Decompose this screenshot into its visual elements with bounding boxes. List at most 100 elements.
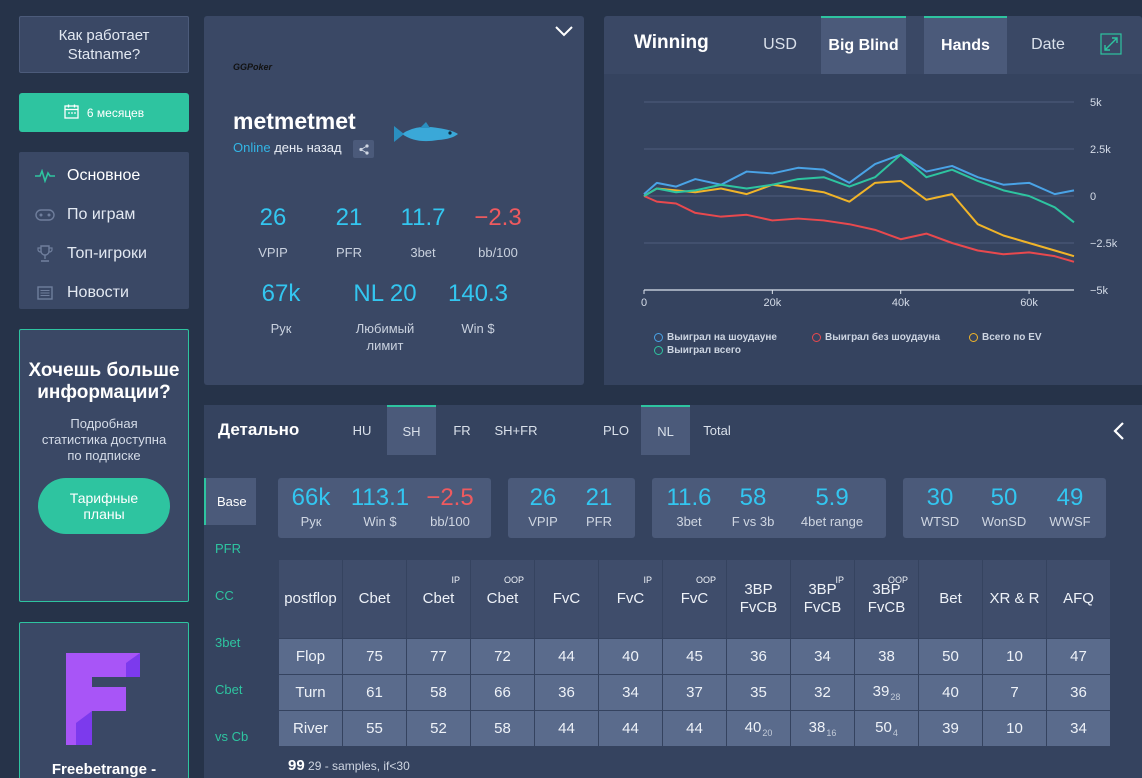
pricing-plans-button[interactable]: Тарифные планы <box>38 478 170 534</box>
table-cell[interactable]: 36 <box>534 674 599 711</box>
table-cell[interactable]: 55 <box>342 710 407 747</box>
expand-icon[interactable] <box>1100 33 1122 60</box>
table-cell[interactable]: 37 <box>662 674 727 711</box>
table-cell[interactable]: 3816 <box>790 710 855 747</box>
table-cell[interactable]: 52 <box>406 710 471 747</box>
side-tab-pfr[interactable]: PFR <box>215 541 241 556</box>
stat-label: 4bet range <box>800 514 864 529</box>
table-cell[interactable]: 35 <box>726 674 791 711</box>
stat-value: 49 <box>1056 484 1084 511</box>
side-tab-cbet[interactable]: Cbet <box>215 682 243 697</box>
legend-item-showdown[interactable]: Выиграл на шоудауне <box>654 332 777 343</box>
trophy-icon <box>35 244 55 264</box>
table-cell[interactable]: 34 <box>598 674 663 711</box>
chevron-down-icon[interactable] <box>554 24 574 43</box>
side-tab-vs-cb[interactable]: vs Cb <box>215 729 249 744</box>
sample-count: 16 <box>826 728 837 738</box>
tab-sh[interactable]: SH <box>387 405 436 455</box>
how-it-works-button[interactable]: Как работает Statname? <box>19 16 189 73</box>
x-tick-label: 20k <box>763 297 781 309</box>
table-cell[interactable]: 504 <box>854 710 919 747</box>
room-logo: GGPoker <box>233 62 273 72</box>
tab-fr[interactable]: FR <box>453 422 471 438</box>
stat-label: PFR <box>336 245 362 260</box>
stat-value: NL 20 <box>353 280 417 307</box>
legend-label: Выиграл без шоудауна <box>825 332 941 343</box>
stat-value: −2.3 <box>474 204 522 231</box>
side-tab-base[interactable]: Base <box>204 478 256 525</box>
table-cell[interactable]: 40 <box>598 638 663 675</box>
stat-label: VPIP <box>528 514 558 529</box>
table-cell[interactable]: 72 <box>470 638 535 675</box>
table-cell[interactable]: 10 <box>982 710 1047 747</box>
stat-value: 26 <box>529 484 557 511</box>
table-cell[interactable]: 58 <box>406 674 471 711</box>
table-cell[interactable]: 40 <box>918 674 983 711</box>
legend-item-non-showdown[interactable]: Выиграл без шоудауна <box>812 332 940 343</box>
chevron-left-icon[interactable] <box>1112 421 1126 446</box>
tab-date[interactable]: Date <box>1031 36 1065 53</box>
sidebar-item-news[interactable]: Новости <box>19 273 189 312</box>
table-cell[interactable]: 36 <box>1046 674 1111 711</box>
tab-total[interactable]: Total <box>703 422 731 438</box>
tab-hands[interactable]: Hands <box>924 16 1007 74</box>
legend-item-total[interactable]: Выиграл всего <box>654 345 741 356</box>
sidebar-item-main[interactable]: Основное <box>19 156 189 195</box>
table-cell[interactable]: 38 <box>854 638 919 675</box>
table-cell[interactable]: 34 <box>790 638 855 675</box>
column-header: AFQ <box>1046 559 1111 639</box>
sidebar-item-label: Топ-игроки <box>67 244 147 262</box>
table-cell[interactable]: 7 <box>982 674 1047 711</box>
cell-value: 10 <box>1006 720 1023 737</box>
position-tag: IP <box>643 575 652 585</box>
tab-sh-fr[interactable]: SH+FR <box>494 422 538 438</box>
side-tab-cc[interactable]: CC <box>215 588 234 603</box>
x-tick-label: 40k <box>892 297 910 309</box>
tab-nl[interactable]: NL <box>641 405 690 455</box>
stat-label: 3bet <box>410 245 436 260</box>
legend-item-ev[interactable]: Всего по EV <box>969 332 1042 343</box>
tab-big-blind[interactable]: Big Blind <box>821 16 906 74</box>
cell-value: 7 <box>1010 684 1019 701</box>
freebetrange-promo[interactable]: Freebetrange - <box>19 622 189 778</box>
table-cell[interactable]: 47 <box>1046 638 1111 675</box>
sidebar-nav: Основное По играм Топ-игроки Новости <box>19 152 189 309</box>
table-cell[interactable]: 61 <box>342 674 407 711</box>
stat-label: F vs 3b <box>731 514 775 529</box>
cell-value: 75 <box>366 648 383 665</box>
table-cell[interactable]: 44 <box>662 710 727 747</box>
position-tag: OOP <box>887 575 908 585</box>
stat-3bet: 11.6 3bet <box>664 478 714 529</box>
stat-vpip: 26 VPIP <box>248 204 298 261</box>
side-tab-3bet[interactable]: 3bet <box>215 635 241 650</box>
table-cell[interactable]: 58 <box>470 710 535 747</box>
table-cell[interactable]: 50 <box>918 638 983 675</box>
table-cell[interactable]: 4020 <box>726 710 791 747</box>
table-cell[interactable]: 66 <box>470 674 535 711</box>
x-tick-label: 0 <box>641 297 647 309</box>
table-cell[interactable]: 45 <box>662 638 727 675</box>
tab-hu[interactable]: HU <box>352 422 372 438</box>
table-cell[interactable]: 75 <box>342 638 407 675</box>
tab-plo[interactable]: PLO <box>602 422 629 438</box>
tab-usd[interactable]: USD <box>763 36 797 53</box>
table-cell[interactable]: 36 <box>726 638 791 675</box>
share-icon[interactable] <box>353 140 374 158</box>
table-cell[interactable]: 10 <box>982 638 1047 675</box>
header-label-line2: FvCB <box>803 599 842 616</box>
cell-value: 44 <box>686 720 703 737</box>
table-cell[interactable]: 39 <box>918 710 983 747</box>
table-cell[interactable]: 34 <box>1046 710 1111 747</box>
table-cell[interactable]: 77 <box>406 638 471 675</box>
stat-value: 5.9 <box>815 484 849 511</box>
table-cell[interactable]: 44 <box>534 638 599 675</box>
news-icon <box>35 283 55 303</box>
sidebar-item-games[interactable]: По играм <box>19 195 189 234</box>
table-cell[interactable]: 3928 <box>854 674 919 711</box>
table-cell[interactable]: 44 <box>534 710 599 747</box>
period-button[interactable]: 6 месяцев <box>19 93 189 132</box>
table-cell[interactable]: 32 <box>790 674 855 711</box>
legend-label: Выиграл на шоудауне <box>667 332 777 343</box>
table-cell[interactable]: 44 <box>598 710 663 747</box>
sidebar-item-top-players[interactable]: Топ-игроки <box>19 234 189 273</box>
